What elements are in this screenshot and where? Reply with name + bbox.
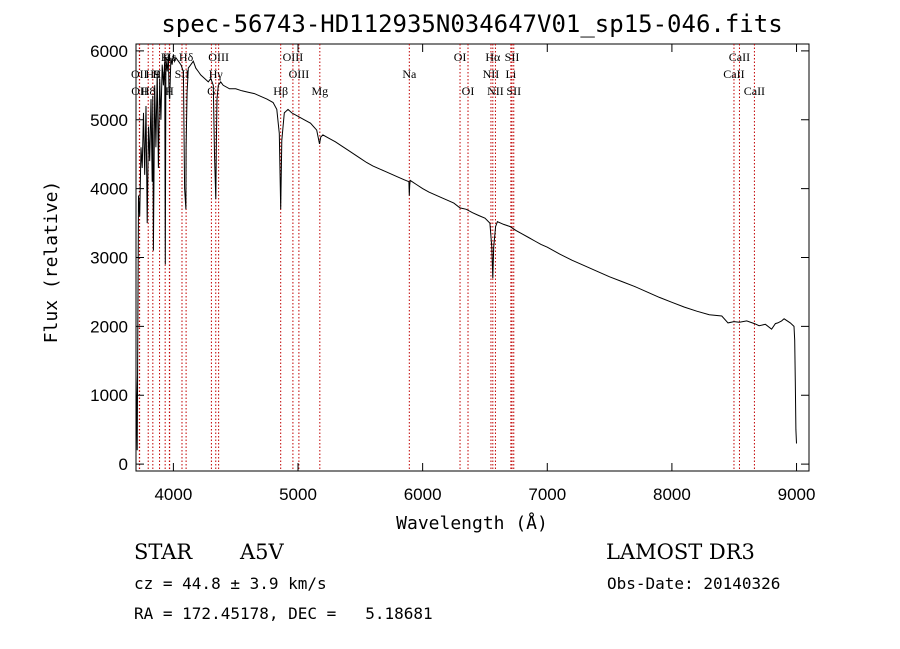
line-label-7: SII bbox=[505, 50, 520, 64]
line-label-26: NII bbox=[487, 84, 504, 98]
line-label-16: NII bbox=[483, 67, 500, 81]
line-label-17: Li bbox=[506, 67, 517, 81]
line-label-20: H8 bbox=[141, 84, 156, 98]
line-label-24: Mg bbox=[311, 84, 328, 98]
axis-ticks: 4000 5000 6000 7000 8000 9000 0 1000 2000 3000 400… bbox=[90, 42, 815, 504]
coordinates-readout: RA = 172.45178, DEC = 5.18681 bbox=[134, 604, 433, 623]
y-tick-label-4: 4000 bbox=[90, 180, 128, 199]
line-label-12: SII bbox=[175, 67, 190, 81]
line-label-22: G bbox=[207, 84, 216, 98]
line-label-10: H9 bbox=[145, 67, 160, 81]
x-tick-label-5: 9000 bbox=[778, 485, 816, 504]
line-label-27: SII bbox=[506, 84, 521, 98]
line-label-9: OII bbox=[131, 67, 148, 81]
x-tick-label-4: 8000 bbox=[653, 485, 691, 504]
line-label-3: OIII bbox=[208, 50, 229, 64]
line-label-5: OI bbox=[454, 50, 467, 64]
x-tick-label-3: 7000 bbox=[528, 485, 566, 504]
line-label-15: Na bbox=[402, 67, 417, 81]
y-tick-label-6: 6000 bbox=[90, 42, 128, 61]
line-label-4: OIII bbox=[283, 50, 304, 64]
line-label-19: OII bbox=[131, 84, 148, 98]
line-label-1: K bbox=[161, 50, 170, 64]
plot-frame bbox=[135, 43, 810, 472]
x-tick-label-1: 5000 bbox=[279, 485, 317, 504]
survey-name: LAMOST DR3 bbox=[606, 540, 755, 564]
object-subclass: A5V bbox=[240, 540, 284, 564]
redshift-readout: cz = 44.8 ± 3.9 km/s bbox=[134, 574, 327, 593]
line-label-28: CaII bbox=[744, 84, 765, 98]
line-label-8: CaII bbox=[729, 50, 750, 64]
line-label-13: Hγ bbox=[209, 67, 224, 81]
x-tick-label-2: 6000 bbox=[404, 485, 442, 504]
x-tick-label-0: 4000 bbox=[154, 485, 192, 504]
line-label-2: Hδ bbox=[179, 50, 194, 64]
emission-line-markers bbox=[138, 44, 755, 471]
y-tick-label-2: 2000 bbox=[90, 317, 128, 336]
y-tick-label-0: 0 bbox=[119, 455, 128, 474]
y-tick-label-1: 1000 bbox=[90, 386, 128, 405]
line-label-18: CaII bbox=[723, 67, 744, 81]
line-label-6: Hα bbox=[485, 50, 501, 64]
line-label-14: OIII bbox=[289, 67, 310, 81]
y-tick-label-5: 5000 bbox=[90, 111, 128, 130]
object-class: STAR bbox=[134, 540, 193, 564]
flux-series-line bbox=[135, 54, 797, 451]
chart-title: spec-56743-HD112935N034647V01_sp15-046.f… bbox=[161, 10, 782, 38]
line-label-25: OI bbox=[462, 84, 475, 98]
observation-date: Obs-Date: 20140326 bbox=[607, 574, 781, 593]
x-axis-label: Wavelength (Å) bbox=[396, 512, 548, 534]
y-axis-label: Flux (relative) bbox=[41, 181, 62, 344]
y-tick-label-3: 3000 bbox=[90, 249, 128, 268]
line-label-23: Hβ bbox=[273, 84, 288, 98]
